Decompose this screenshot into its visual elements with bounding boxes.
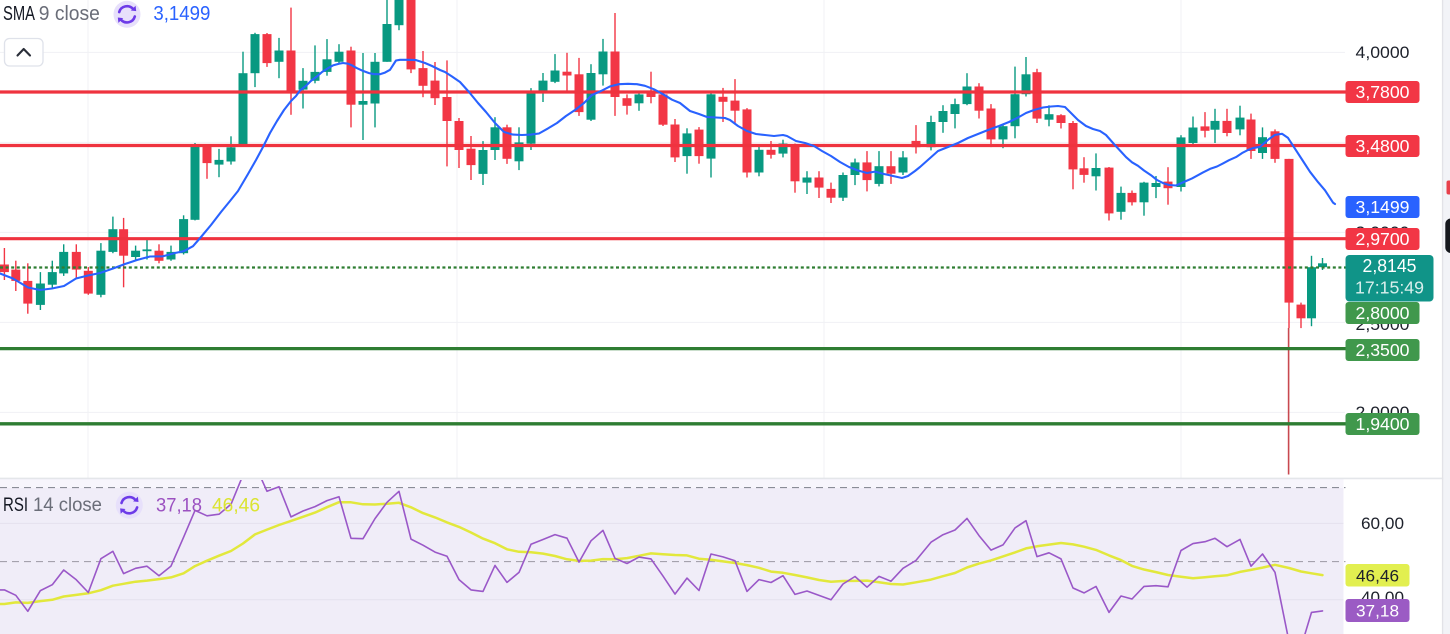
svg-text:14 close: 14 close [33, 495, 102, 516]
svg-text:17:15:49: 17:15:49 [1355, 278, 1424, 298]
svg-text:3,7800: 3,7800 [1356, 82, 1410, 102]
svg-text:46,46: 46,46 [1356, 566, 1399, 585]
svg-text:3,4800: 3,4800 [1356, 136, 1410, 156]
svg-text:37,18: 37,18 [1356, 602, 1399, 621]
svg-text:4,0000: 4,0000 [1356, 43, 1410, 62]
svg-text:46,46: 46,46 [212, 496, 260, 517]
svg-text:2,8000: 2,8000 [1356, 303, 1410, 323]
svg-text:60,00: 60,00 [1361, 514, 1404, 533]
svg-text:2,3500: 2,3500 [1356, 340, 1410, 360]
svg-text:2,9700: 2,9700 [1356, 229, 1410, 249]
svg-text:9 close: 9 close [39, 3, 100, 25]
svg-text:1,9400: 1,9400 [1356, 414, 1410, 434]
svg-text:3,1499: 3,1499 [153, 3, 210, 25]
svg-text:2,8145: 2,8145 [1363, 256, 1417, 276]
svg-text:37,18: 37,18 [156, 496, 202, 517]
svg-text:3,1499: 3,1499 [1356, 197, 1410, 217]
svg-text:RSI: RSI [3, 495, 28, 516]
svg-text:SMA: SMA [3, 3, 35, 25]
